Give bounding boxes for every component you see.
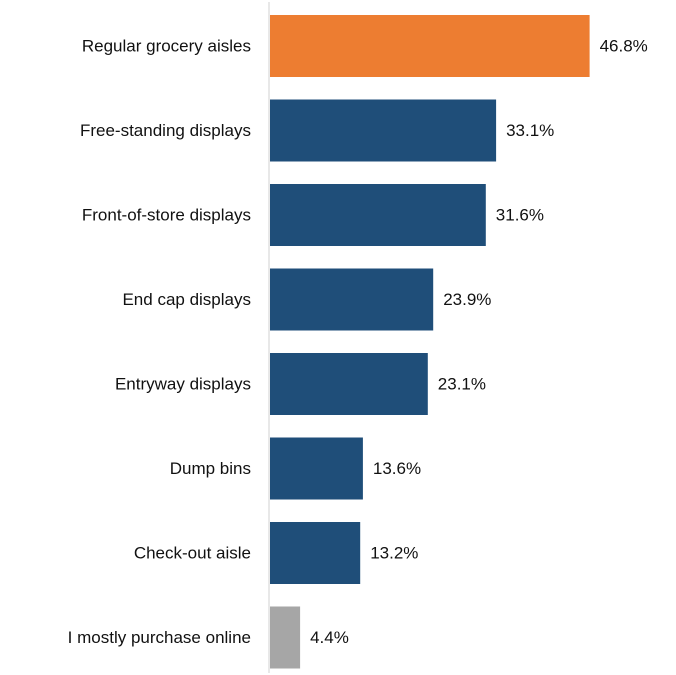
bar-end-cap-displays xyxy=(270,268,434,331)
bar-dump-bins xyxy=(270,437,363,500)
category-label-i-mostly-purchase-online: I mostly purchase online xyxy=(68,628,251,647)
bar-regular-grocery-aisles xyxy=(270,15,590,77)
value-label-entryway-displays: 23.1% xyxy=(438,375,486,394)
value-label-dump-bins: 13.6% xyxy=(373,459,421,478)
value-label-regular-grocery-aisles: 46.8% xyxy=(600,37,648,56)
category-label-front-of-store-displays: Front-of-store displays xyxy=(82,206,251,225)
category-label-dump-bins: Dump bins xyxy=(170,459,251,478)
bar-front-of-store-displays xyxy=(270,184,486,246)
category-label-check-out-aisle: Check-out aisle xyxy=(134,544,251,563)
bar-entryway-displays xyxy=(270,353,428,415)
value-label-end-cap-displays: 23.9% xyxy=(443,290,491,309)
bar-check-out-aisle xyxy=(270,522,361,584)
category-label-regular-grocery-aisles: Regular grocery aisles xyxy=(82,37,251,56)
value-label-i-mostly-purchase-online: 4.4% xyxy=(310,628,349,647)
category-label-entryway-displays: Entryway displays xyxy=(115,375,251,394)
bar-i-mostly-purchase-online xyxy=(270,606,301,669)
value-label-check-out-aisle: 13.2% xyxy=(370,544,418,563)
category-label-free-standing-displays: Free-standing displays xyxy=(80,121,251,140)
bars-layer: Regular grocery aisles 46.8% Free-standing… xyxy=(68,15,648,669)
category-label-end-cap-displays: End cap displays xyxy=(122,290,251,309)
value-label-free-standing-displays: 33.1% xyxy=(506,121,554,140)
bar-free-standing-displays xyxy=(270,99,497,162)
value-label-front-of-store-displays: 31.6% xyxy=(496,206,544,225)
